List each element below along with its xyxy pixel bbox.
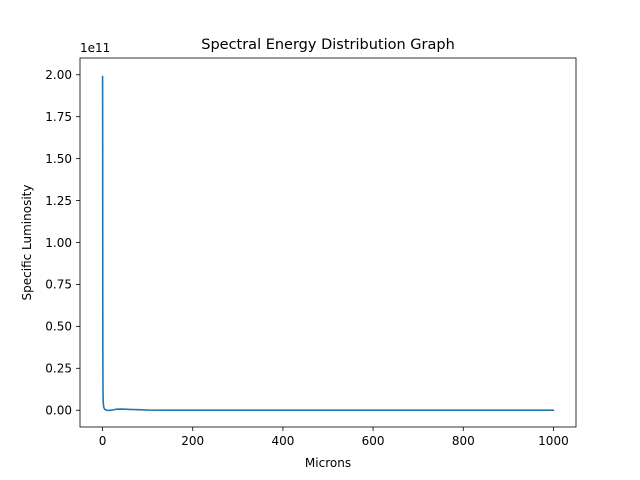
plot-area (80, 58, 576, 427)
chart-title: Spectral Energy Distribution Graph (201, 37, 455, 53)
x-tick-label: 1000 (538, 434, 569, 448)
y-tick-label: 0.25 (45, 362, 72, 376)
y-tick-label: 1.75 (45, 110, 72, 124)
y-tick-label: 0.50 (45, 320, 72, 334)
x-tick-label: 200 (181, 434, 204, 448)
y-tick-label: 1.50 (45, 152, 72, 166)
x-tick-label: 800 (452, 434, 475, 448)
y-tick-label: 2.00 (45, 68, 72, 82)
y-axis-label: Specific Luminosity (20, 185, 34, 301)
x-tick-label: 400 (271, 434, 294, 448)
y-tick-label: 1.00 (45, 236, 72, 250)
y-tick-label: 1.25 (45, 194, 72, 208)
y-tick-label: 0.75 (45, 278, 72, 292)
x-tick-label: 600 (362, 434, 385, 448)
x-axis-label: Microns (305, 456, 351, 470)
x-tick-label: 0 (99, 434, 107, 448)
y-offset-label: 1e11 (80, 41, 110, 55)
y-tick-label: 0.00 (45, 404, 72, 418)
